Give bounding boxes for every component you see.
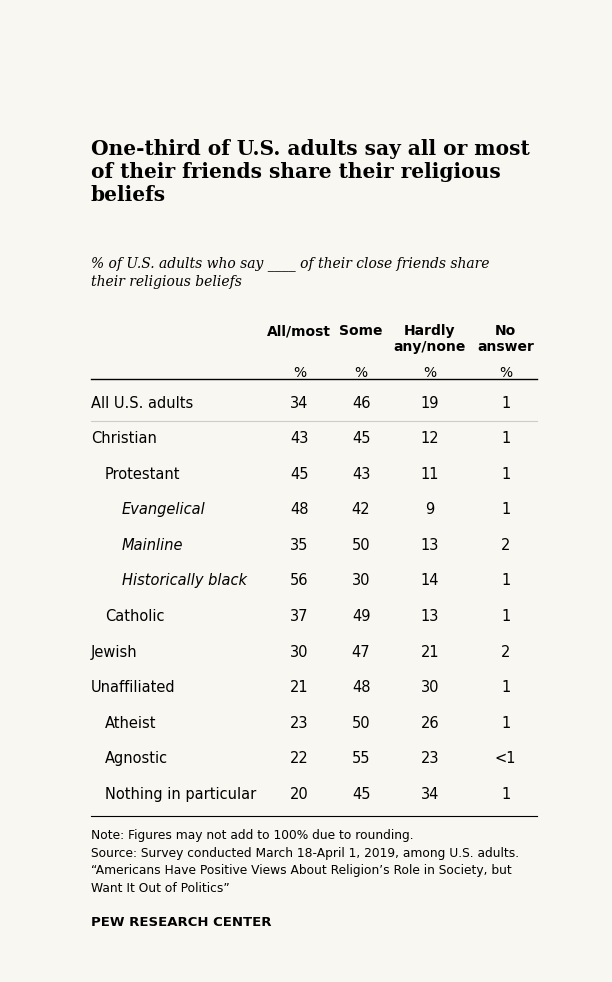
Text: Evangelical: Evangelical — [122, 503, 205, 518]
Text: 2: 2 — [501, 644, 510, 660]
Text: 46: 46 — [352, 396, 370, 410]
Text: One-third of U.S. adults say all or most
of their friends share their religious
: One-third of U.S. adults say all or most… — [91, 139, 529, 205]
Text: 30: 30 — [420, 681, 439, 695]
Text: No
answer: No answer — [477, 324, 534, 355]
Text: 34: 34 — [420, 787, 439, 801]
Text: %: % — [354, 366, 368, 380]
Text: 34: 34 — [290, 396, 308, 410]
Text: 1: 1 — [501, 609, 510, 624]
Text: 35: 35 — [290, 538, 308, 553]
Text: Some: Some — [339, 324, 383, 338]
Text: 1: 1 — [501, 787, 510, 801]
Text: Agnostic: Agnostic — [105, 751, 168, 766]
Text: Historically black: Historically black — [122, 573, 247, 588]
Text: 23: 23 — [290, 716, 308, 731]
Text: 9: 9 — [425, 503, 435, 518]
Text: Protestant: Protestant — [105, 466, 181, 482]
Text: All/most: All/most — [267, 324, 332, 338]
Text: 21: 21 — [420, 644, 439, 660]
Text: 45: 45 — [352, 431, 370, 447]
Text: Hardly
any/none: Hardly any/none — [394, 324, 466, 355]
Text: 1: 1 — [501, 431, 510, 447]
Text: 45: 45 — [352, 787, 370, 801]
Text: 1: 1 — [501, 503, 510, 518]
Text: 12: 12 — [420, 431, 439, 447]
Text: 42: 42 — [352, 503, 370, 518]
Text: 21: 21 — [290, 681, 308, 695]
Text: All U.S. adults: All U.S. adults — [91, 396, 193, 410]
Text: 13: 13 — [420, 538, 439, 553]
Text: 37: 37 — [290, 609, 308, 624]
Text: 48: 48 — [352, 681, 370, 695]
Text: 2: 2 — [501, 538, 510, 553]
Text: 26: 26 — [420, 716, 439, 731]
Text: 13: 13 — [420, 609, 439, 624]
Text: 56: 56 — [290, 573, 308, 588]
Text: Atheist: Atheist — [105, 716, 157, 731]
Text: %: % — [293, 366, 306, 380]
Text: 50: 50 — [352, 538, 370, 553]
Text: 45: 45 — [290, 466, 308, 482]
Text: Mainline: Mainline — [122, 538, 183, 553]
Text: 1: 1 — [501, 573, 510, 588]
Text: 30: 30 — [290, 644, 308, 660]
Text: 11: 11 — [420, 466, 439, 482]
Text: %: % — [499, 366, 512, 380]
Text: PEW RESEARCH CENTER: PEW RESEARCH CENTER — [91, 916, 271, 929]
Text: 20: 20 — [290, 787, 309, 801]
Text: 43: 43 — [290, 431, 308, 447]
Text: Jewish: Jewish — [91, 644, 137, 660]
Text: 1: 1 — [501, 681, 510, 695]
Text: 1: 1 — [501, 466, 510, 482]
Text: <1: <1 — [495, 751, 517, 766]
Text: 22: 22 — [290, 751, 309, 766]
Text: %: % — [424, 366, 436, 380]
Text: 48: 48 — [290, 503, 308, 518]
Text: 23: 23 — [420, 751, 439, 766]
Text: Christian: Christian — [91, 431, 157, 447]
Text: 19: 19 — [420, 396, 439, 410]
Text: 43: 43 — [352, 466, 370, 482]
Text: 47: 47 — [352, 644, 370, 660]
Text: Catholic: Catholic — [105, 609, 165, 624]
Text: 49: 49 — [352, 609, 370, 624]
Text: Note: Figures may not add to 100% due to rounding.
Source: Survey conducted Marc: Note: Figures may not add to 100% due to… — [91, 830, 519, 895]
Text: % of U.S. adults who say ____ of their close friends share
their religious belie: % of U.S. adults who say ____ of their c… — [91, 256, 489, 290]
Text: 30: 30 — [352, 573, 370, 588]
Text: 50: 50 — [352, 716, 370, 731]
Text: 14: 14 — [420, 573, 439, 588]
Text: 1: 1 — [501, 716, 510, 731]
Text: Unaffiliated: Unaffiliated — [91, 681, 176, 695]
Text: 55: 55 — [352, 751, 370, 766]
Text: Nothing in particular: Nothing in particular — [105, 787, 256, 801]
Text: 1: 1 — [501, 396, 510, 410]
